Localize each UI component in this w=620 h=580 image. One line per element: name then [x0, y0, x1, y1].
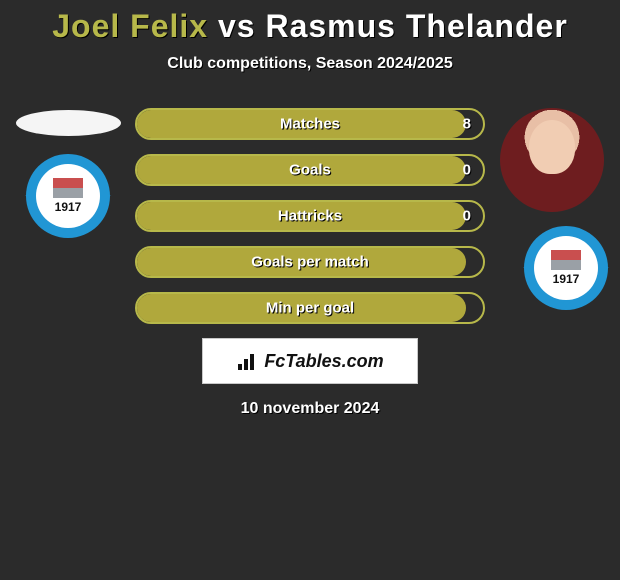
player1-club-badge: ✦ ✦ ✦ ✦ 1917: [26, 154, 110, 238]
player2-column: ✦ ✦ ✦ ✦ 1917: [492, 108, 612, 310]
stat-label: Matches: [135, 116, 485, 133]
stat-bars: Matches8Goals0Hattricks0Goals per matchM…: [135, 108, 485, 324]
date-label: 10 november 2024: [0, 400, 620, 418]
subtitle: Club competitions, Season 2024/2025: [0, 55, 620, 73]
club-badge-inner: 1917: [36, 164, 100, 228]
title-player1: Joel Felix: [52, 8, 208, 44]
bar-chart-icon: [236, 352, 258, 370]
club-house-icon: [53, 178, 83, 198]
star-icon: ✦: [522, 260, 534, 277]
star-icon: ✦: [598, 260, 610, 277]
stat-value-right: 0: [463, 162, 471, 179]
player2-club-badge: ✦ ✦ ✦ ✦ 1917: [524, 226, 608, 310]
player2-avatar: [500, 108, 604, 212]
club-badge-inner: 1917: [534, 236, 598, 300]
stat-value-right: 0: [463, 208, 471, 225]
brand-text: FcTables.com: [264, 351, 383, 372]
club-year: 1917: [553, 272, 580, 286]
stat-label: Hattricks: [135, 208, 485, 225]
brand-box: FcTables.com: [202, 338, 418, 384]
stat-value-right: 8: [463, 116, 471, 133]
stat-row: Goals0: [135, 154, 485, 186]
star-icon: ✦: [24, 188, 36, 205]
club-year: 1917: [55, 200, 82, 214]
stat-row: Goals per match: [135, 246, 485, 278]
stat-row: Min per goal: [135, 292, 485, 324]
club-house-icon: [551, 250, 581, 270]
player1-column: ✦ ✦ ✦ ✦ 1917: [8, 108, 128, 238]
stat-row: Hattricks0: [135, 200, 485, 232]
stat-row: Matches8: [135, 108, 485, 140]
stat-label: Goals: [135, 162, 485, 179]
player1-avatar: [16, 110, 121, 136]
comparison-area: ✦ ✦ ✦ ✦ 1917 ✦ ✦ ✦ ✦ 1917 Matches8Goals0…: [0, 108, 620, 324]
stat-label: Goals per match: [135, 254, 485, 271]
page-title: Joel Felix vs Rasmus Thelander: [0, 0, 620, 45]
title-vs: vs: [218, 8, 256, 44]
stat-label: Min per goal: [135, 300, 485, 317]
title-player2: Rasmus Thelander: [265, 8, 567, 44]
star-icon: ✦: [100, 188, 112, 205]
